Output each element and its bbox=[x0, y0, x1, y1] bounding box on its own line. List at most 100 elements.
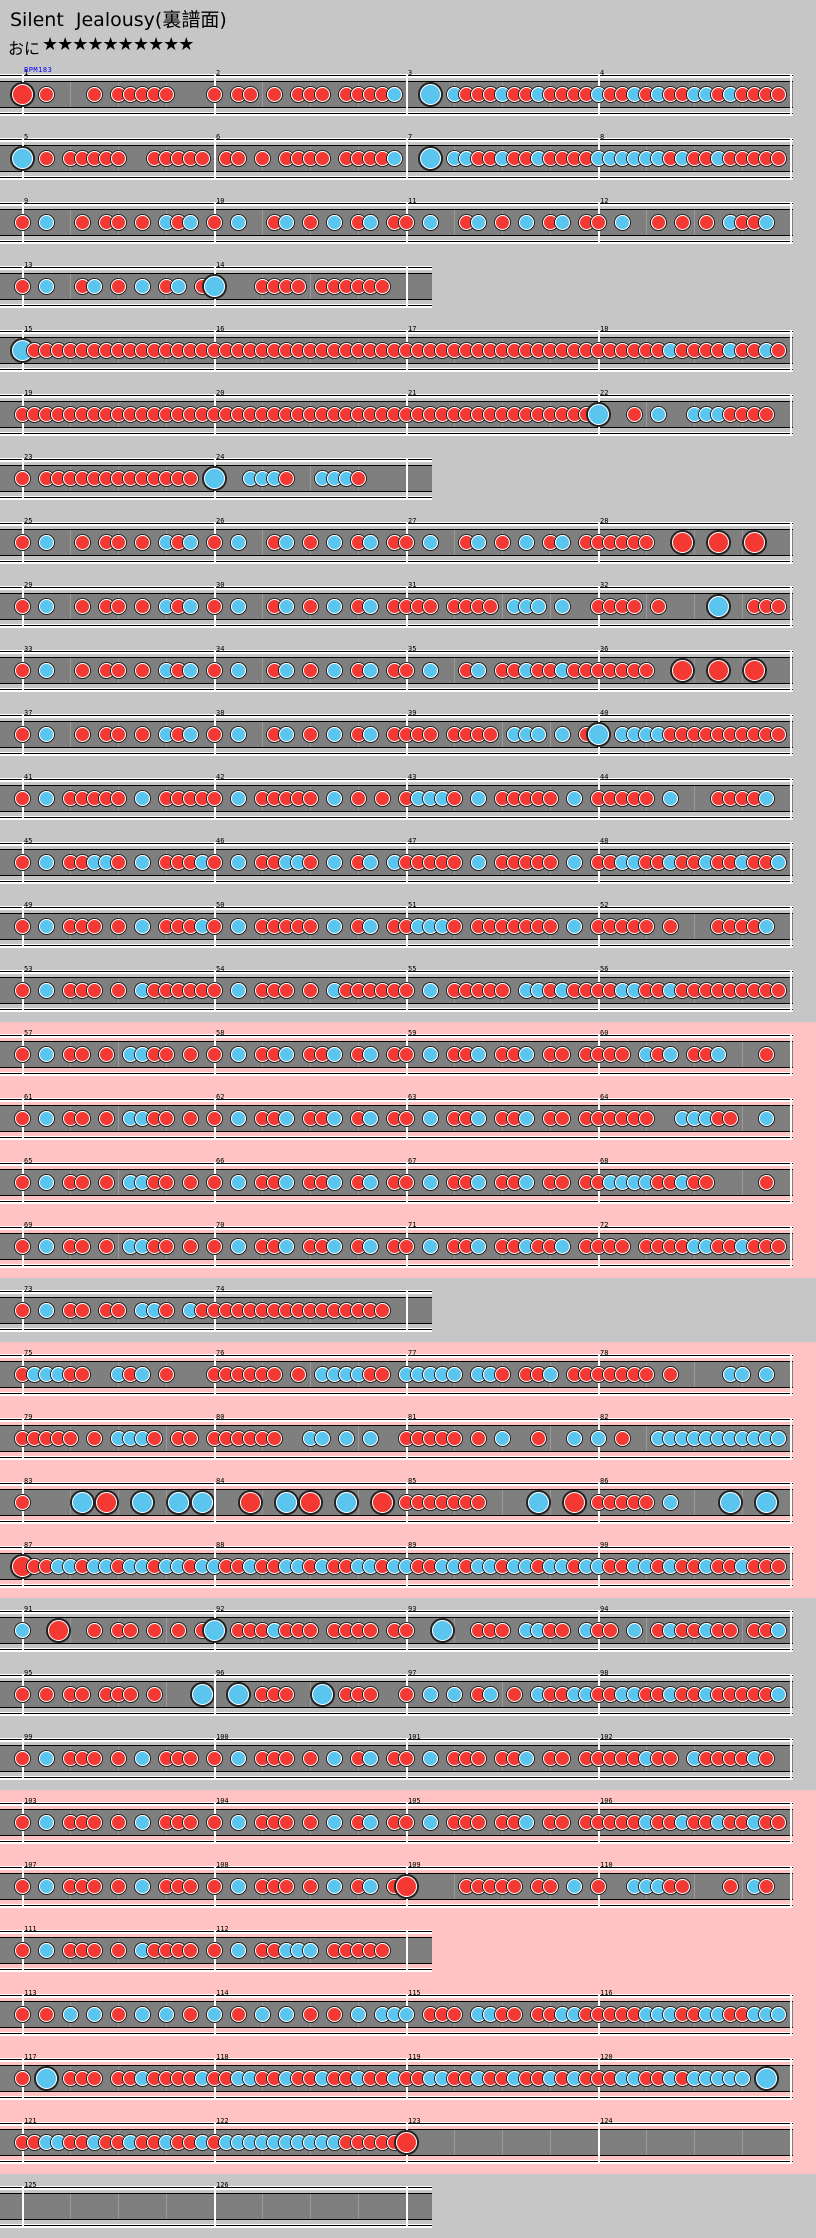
beat-line bbox=[70, 722, 71, 747]
don-note bbox=[109, 1814, 127, 1831]
measure-barline bbox=[790, 1226, 792, 1268]
row-rail bbox=[0, 2096, 793, 2100]
measure-barline bbox=[790, 202, 792, 244]
ka-note bbox=[469, 662, 487, 679]
measure-barline bbox=[790, 778, 792, 820]
ka-note bbox=[133, 790, 151, 807]
ka-note bbox=[277, 1238, 295, 1255]
ka-note bbox=[85, 2006, 103, 2023]
measure-barline bbox=[790, 1482, 792, 1524]
don-note bbox=[697, 214, 715, 231]
big-ka-note bbox=[273, 1490, 299, 1515]
don-note bbox=[541, 918, 559, 935]
beat-line bbox=[310, 274, 311, 299]
don-note bbox=[721, 1878, 739, 1895]
don-note bbox=[301, 598, 319, 615]
don-note bbox=[613, 1430, 631, 1447]
don-note bbox=[181, 1750, 199, 1767]
lane-edge bbox=[0, 171, 793, 172]
don-note bbox=[85, 918, 103, 935]
don-note bbox=[73, 1046, 91, 1063]
don-note bbox=[673, 214, 691, 231]
don-note bbox=[205, 1046, 223, 1063]
lane-edge bbox=[0, 1707, 793, 1708]
measure-number: 81 bbox=[408, 1413, 417, 1421]
ka-note bbox=[553, 534, 571, 551]
ka-note bbox=[421, 1686, 439, 1703]
don-note bbox=[397, 1046, 415, 1063]
row-rail bbox=[0, 650, 793, 654]
measure-number: 94 bbox=[600, 1605, 609, 1613]
chart-row: 65 66 67 68 bbox=[0, 1150, 816, 1214]
ka-note bbox=[361, 534, 379, 551]
measure-number: 30 bbox=[216, 581, 225, 589]
don-note bbox=[397, 662, 415, 679]
ka-note bbox=[649, 406, 667, 423]
lane-edge bbox=[0, 721, 793, 722]
ka-note bbox=[229, 726, 247, 743]
measure-number: 51 bbox=[408, 901, 417, 909]
measure-barline bbox=[406, 458, 408, 500]
measure-barline bbox=[790, 1098, 792, 1140]
measure-barline bbox=[790, 138, 792, 180]
don-note bbox=[181, 1878, 199, 1895]
row-rail bbox=[0, 432, 793, 436]
big-ka-note bbox=[585, 402, 611, 427]
row-rail bbox=[0, 1200, 793, 1204]
ka-note bbox=[229, 1046, 247, 1063]
don-note bbox=[661, 918, 679, 935]
row-rail bbox=[0, 1008, 793, 1012]
measure-number: 72 bbox=[600, 1221, 609, 1229]
ka-note bbox=[37, 1878, 55, 1895]
don-note bbox=[181, 1110, 199, 1127]
don-note bbox=[445, 918, 463, 935]
chart-row: 5 6 7 8 bbox=[0, 126, 793, 190]
chart-row: 1 2 3 4 bbox=[0, 62, 793, 126]
don-note bbox=[157, 1046, 175, 1063]
measure-number: 110 bbox=[600, 1861, 613, 1869]
measure-barline bbox=[790, 1802, 792, 1844]
ka-note bbox=[37, 1750, 55, 1767]
lane-edge bbox=[0, 363, 793, 364]
row-rail bbox=[0, 176, 793, 180]
don-note bbox=[757, 1750, 775, 1767]
measure-number: 26 bbox=[216, 517, 225, 525]
ka-note bbox=[481, 1686, 499, 1703]
don-note bbox=[13, 1942, 31, 1959]
chart-row: 113 114 115 116 bbox=[0, 1982, 816, 2046]
beat-line bbox=[262, 530, 263, 555]
don-note bbox=[481, 598, 499, 615]
beat-line bbox=[646, 1426, 647, 1451]
don-note bbox=[13, 1686, 31, 1703]
ka-note bbox=[469, 1046, 487, 1063]
don-note bbox=[85, 1430, 103, 1447]
don-note bbox=[13, 1750, 31, 1767]
measure-barline bbox=[790, 1546, 792, 1588]
big-ka-note bbox=[585, 722, 611, 747]
beat-line bbox=[550, 594, 551, 619]
ka-note bbox=[85, 278, 103, 295]
ka-note bbox=[757, 214, 775, 231]
ka-note bbox=[229, 662, 247, 679]
don-note bbox=[361, 1622, 379, 1639]
ka-note bbox=[361, 1878, 379, 1895]
don-note bbox=[649, 598, 667, 615]
ka-note bbox=[565, 854, 583, 871]
ka-note bbox=[517, 534, 535, 551]
ka-note bbox=[277, 1174, 295, 1191]
measure-number: 84 bbox=[216, 1477, 225, 1485]
bpm-label: BPM183 bbox=[24, 66, 53, 74]
don-note bbox=[553, 1174, 571, 1191]
beat-line bbox=[454, 530, 455, 555]
measure-barline bbox=[790, 650, 792, 692]
lane-edge bbox=[0, 2155, 793, 2156]
measure-number: 18 bbox=[600, 325, 609, 333]
measure-number: 105 bbox=[408, 1797, 421, 1805]
big-ka-note bbox=[525, 1490, 551, 1515]
don-note bbox=[445, 2006, 463, 2023]
beat-line bbox=[694, 594, 695, 619]
don-note bbox=[109, 854, 127, 871]
measure-number: 10 bbox=[216, 197, 225, 205]
big-ka-note bbox=[129, 1490, 155, 1515]
ka-note bbox=[361, 1174, 379, 1191]
